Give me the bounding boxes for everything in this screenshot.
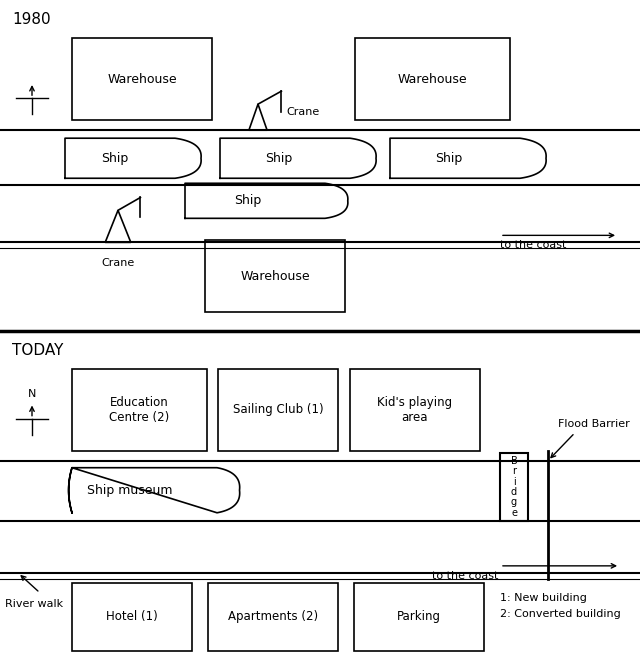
Text: Apartments (2): Apartments (2) [228,610,318,623]
Text: 1: New building: 1: New building [500,593,587,603]
Text: River walk: River walk [5,599,63,609]
Text: TODAY: TODAY [12,342,63,358]
Text: Ship: Ship [101,152,128,165]
Bar [218,369,338,451]
Text: Ship: Ship [265,152,292,165]
Text: 1980: 1980 [12,12,51,27]
Bar [72,38,212,120]
Bar [354,583,484,651]
Text: Sailing Club (1): Sailing Club (1) [233,403,323,416]
Text: Crane: Crane [286,107,319,117]
Text: Warehouse: Warehouse [240,270,310,283]
Bar [500,453,528,521]
Text: Warehouse: Warehouse [107,73,177,86]
Text: to the coast: to the coast [500,241,566,251]
Text: Ship museum: Ship museum [87,484,173,497]
Text: Kid's playing
area: Kid's playing area [378,396,452,424]
Bar [72,583,192,651]
Text: B
r
i
d
g
e: B r i d g e [511,455,517,518]
Bar [350,369,480,451]
Text: N: N [28,389,36,399]
Text: Flood Barrier: Flood Barrier [558,418,630,428]
Text: Education
Centre (2): Education Centre (2) [109,396,170,424]
Text: Hotel (1): Hotel (1) [106,610,158,623]
Text: Parking: Parking [397,610,441,623]
Text: Warehouse: Warehouse [397,73,467,86]
Text: 2: Converted building: 2: Converted building [500,609,621,619]
Text: Ship: Ship [234,194,262,208]
Bar [208,583,338,651]
Text: Ship: Ship [435,152,462,165]
Bar [72,369,207,451]
Text: Crane: Crane [101,258,134,268]
Bar [205,241,345,313]
Text: to the coast: to the coast [431,571,498,581]
Bar [355,38,510,120]
